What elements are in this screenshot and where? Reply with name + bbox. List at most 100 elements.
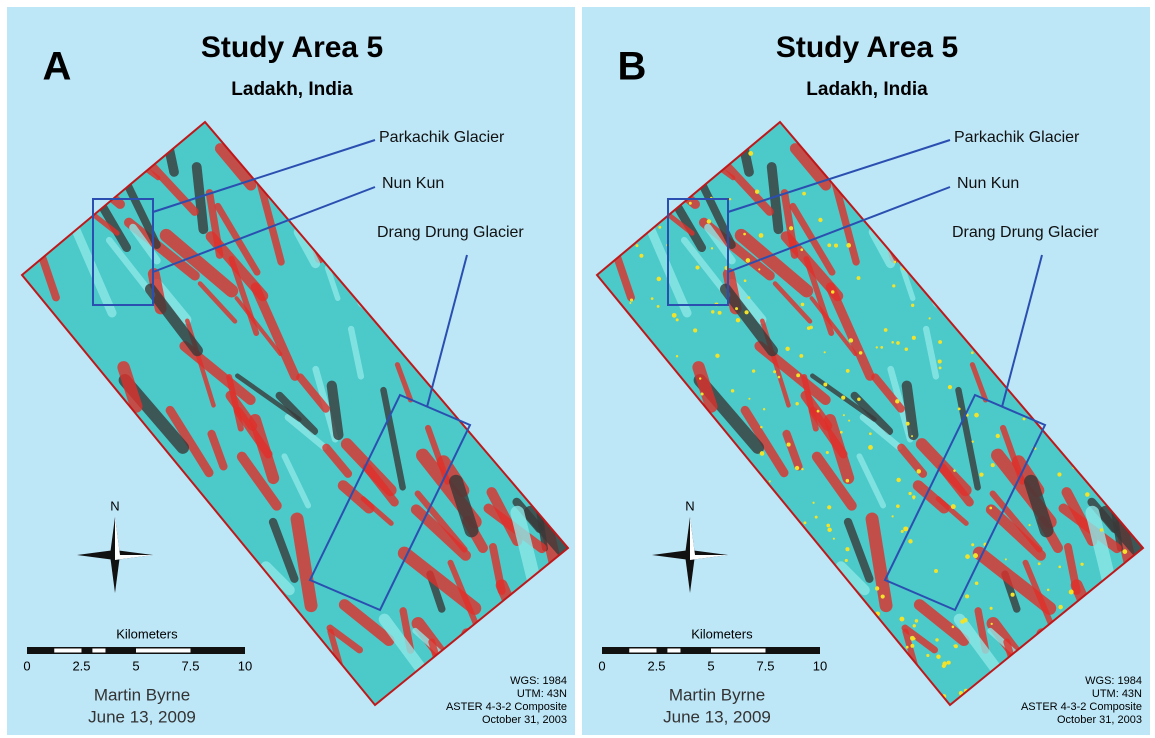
terrain-texture — [296, 373, 330, 413]
classified-pixels — [833, 243, 839, 248]
north-arrow — [690, 517, 695, 555]
classified-pixels — [1080, 562, 1084, 566]
terrain-texture — [1024, 474, 1054, 538]
scale-segment — [92, 648, 106, 653]
terrain-texture — [843, 517, 874, 583]
classified-pixels — [979, 472, 984, 477]
classified-pixels — [693, 328, 698, 333]
classified-pixels — [896, 477, 901, 483]
classified-pixels — [905, 421, 910, 426]
classified-pixels — [938, 340, 943, 344]
scale-segment — [629, 648, 657, 653]
terrain-texture — [772, 281, 813, 324]
classified-pixels — [831, 290, 835, 294]
classified-pixels — [903, 526, 909, 532]
map-panel: B Study Area 5 Ladakh, India Parkachik Glac… — [582, 7, 1150, 735]
classified-pixels — [823, 351, 826, 354]
terrain-texture — [850, 391, 894, 436]
classified-pixels — [858, 351, 863, 355]
metadata: UTM: 43N — [1092, 688, 1142, 700]
terrain-texture — [955, 386, 981, 491]
classified-pixels — [845, 369, 850, 373]
scale-title: Kilometers — [691, 626, 753, 641]
terrain-texture — [901, 380, 919, 441]
terrain-texture — [284, 413, 327, 451]
classified-pixels — [735, 307, 739, 311]
terrain-texture — [234, 296, 283, 357]
terrain-texture — [90, 211, 120, 236]
classified-pixels — [1099, 528, 1104, 532]
terrain-texture — [782, 429, 803, 471]
glacier-label: Nun Kun — [382, 175, 444, 192]
terrain-texture — [322, 443, 353, 478]
metadata: WGS: 1984 — [510, 675, 567, 687]
scale-label: 0 — [23, 658, 30, 673]
terrain-texture — [865, 512, 893, 613]
classified-pixels — [953, 469, 956, 472]
date: June 13, 2009 — [88, 707, 196, 726]
classified-pixels — [842, 414, 845, 417]
classified-pixels — [947, 384, 953, 390]
study-box — [308, 393, 472, 612]
leader-line — [1001, 254, 1043, 408]
classified-pixels — [1058, 604, 1063, 610]
classified-pixels — [845, 478, 850, 483]
terrain-texture — [789, 143, 832, 191]
classified-pixels — [629, 302, 632, 305]
glacier-label: Drang Drung Glacier — [952, 224, 1099, 241]
classified-pixels — [699, 377, 702, 380]
leader-line — [152, 139, 376, 213]
terrain-texture — [1022, 559, 1057, 635]
classified-pixels — [768, 480, 771, 483]
terrain-texture — [835, 561, 870, 596]
classified-pixels — [758, 233, 764, 238]
terrain-texture — [394, 362, 414, 403]
classified-pixels — [938, 366, 942, 370]
terrain-texture — [268, 517, 299, 583]
classified-pixels — [892, 284, 896, 288]
terrain-texture — [338, 599, 395, 646]
classified-pixels — [777, 375, 781, 379]
leader-line — [727, 139, 951, 213]
terrain-texture — [214, 143, 257, 191]
terrain-texture — [969, 362, 989, 403]
classified-pixels — [912, 495, 916, 499]
classified-pixels — [934, 569, 938, 573]
terrain-texture — [290, 512, 318, 613]
classified-pixels — [688, 201, 692, 205]
classified-pixels — [905, 645, 909, 649]
classified-pixels — [785, 346, 790, 351]
scale-label: 7.5 — [756, 658, 774, 673]
classified-pixels — [942, 661, 947, 667]
terrain-texture — [825, 282, 875, 381]
scale-label: 5 — [132, 658, 139, 673]
classified-pixels — [846, 243, 852, 248]
classified-pixels — [908, 539, 913, 544]
classified-pixels — [935, 638, 939, 642]
metadata: ASTER 4-3-2 Composite — [1021, 701, 1142, 713]
terrain-texture — [337, 480, 375, 514]
terrain-texture — [235, 373, 302, 422]
terrain-texture — [734, 228, 814, 298]
scale-label: 7.5 — [181, 658, 199, 673]
classified-pixels — [1037, 562, 1041, 566]
leader-line — [152, 186, 376, 273]
terrain-texture — [326, 380, 344, 441]
terrain-texture — [159, 228, 239, 298]
classified-pixels — [875, 346, 878, 349]
terrain-texture — [380, 386, 406, 491]
classified-pixels — [816, 409, 820, 413]
classified-pixels — [857, 397, 861, 402]
classified-pixels — [786, 442, 791, 447]
classified-pixels — [950, 504, 956, 510]
author: Martin Byrne — [669, 685, 765, 704]
classified-pixels — [675, 318, 679, 322]
classified-pixels — [801, 467, 804, 471]
classified-pixels — [671, 312, 677, 318]
glacier-label: Drang Drung Glacier — [377, 224, 524, 241]
scale-segment — [667, 648, 681, 653]
metadata: UTM: 43N — [517, 688, 567, 700]
classified-pixels — [1046, 588, 1050, 592]
terrain-texture — [901, 624, 938, 654]
classified-pixels — [629, 298, 634, 302]
